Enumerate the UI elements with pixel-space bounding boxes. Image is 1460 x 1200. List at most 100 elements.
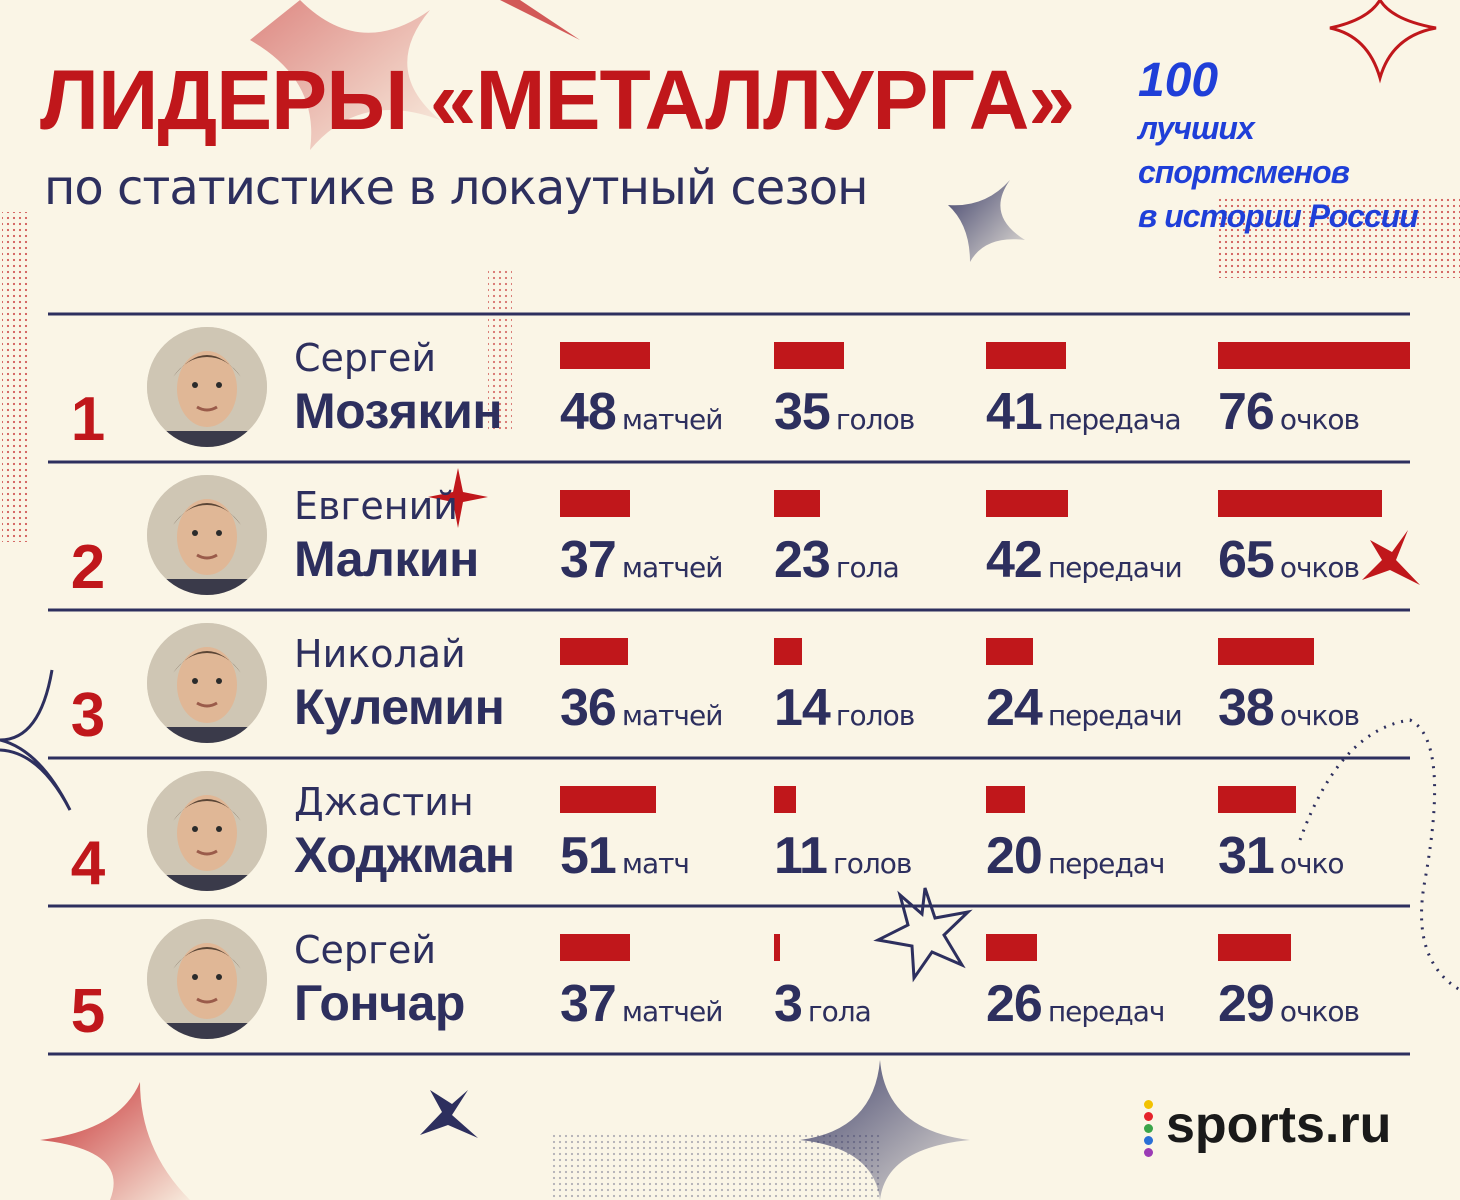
stat-unit: передач	[1047, 995, 1166, 1028]
page-title: ЛИДЕРЫ «МЕТАЛЛУРГА»	[40, 53, 1075, 147]
stat-label: 11 голов	[774, 826, 912, 886]
star-outline	[1329, 0, 1437, 84]
badge-number: 100	[1138, 54, 1219, 107]
stat-value: 20	[986, 827, 1043, 885]
stat-unit: матч	[621, 847, 690, 880]
stat-value: 42	[986, 531, 1043, 589]
stat-value: 11	[774, 827, 828, 885]
stat-label: 35 голов	[774, 382, 915, 442]
stat-bar	[1218, 638, 1314, 665]
stat-bar	[774, 342, 844, 369]
stat-unit: очко	[1279, 847, 1345, 880]
stat-unit: передача	[1047, 403, 1182, 436]
stat-value: 65	[1218, 531, 1275, 589]
stat-unit: передачи	[1047, 699, 1183, 732]
player-first-name: Джастин	[294, 780, 474, 824]
player-photo-icon	[147, 475, 267, 595]
stat-label: 31 очко	[1218, 826, 1345, 886]
stat-unit: голов	[835, 403, 915, 436]
page-subtitle: по статистике в локаутный сезон	[44, 160, 869, 216]
stat-label: 42 передачи	[986, 530, 1183, 590]
stat-value: 26	[986, 975, 1043, 1033]
stat-label: 14 голов	[774, 678, 915, 738]
stat-label: 48 матчей	[560, 382, 723, 442]
rank-number: 1	[70, 385, 106, 454]
star-shape	[948, 180, 1025, 262]
star-shape	[40, 1082, 190, 1200]
stat-label: 3 гола	[774, 974, 872, 1034]
stat-value: 14	[774, 679, 831, 737]
stat-label: 41 передача	[986, 382, 1182, 442]
player-last-name: Мозякин	[294, 383, 503, 439]
sports-ru-logo[interactable]: sports.ru	[1166, 1096, 1392, 1154]
player-avatar	[147, 623, 267, 743]
stat-bar	[560, 786, 656, 813]
stat-value: 3	[774, 975, 803, 1033]
rank-number: 4	[70, 829, 106, 898]
stat-label: 29 очков	[1218, 974, 1360, 1034]
stat-unit: гола	[807, 995, 872, 1028]
stat-value: 37	[560, 975, 617, 1033]
stat-bar	[560, 490, 630, 517]
player-first-name: Евгений	[294, 484, 458, 528]
stat-value: 36	[560, 679, 617, 737]
player-avatar	[147, 919, 267, 1039]
stat-unit: очков	[1279, 403, 1360, 436]
stat-label: 37 матчей	[560, 530, 724, 590]
stat-label: 38 очков	[1218, 678, 1360, 738]
star-shape	[1362, 530, 1420, 585]
stat-label: 23 гола	[774, 530, 900, 590]
stat-bar	[1218, 934, 1291, 961]
stat-bar	[1218, 342, 1410, 369]
player-first-name: Сергей	[294, 336, 437, 380]
stat-label: 76 очков	[1218, 382, 1360, 442]
star-shape	[420, 1090, 478, 1138]
stat-unit: матчей	[621, 699, 724, 732]
stat-value: 41	[986, 383, 1043, 441]
stat-unit: гола	[835, 551, 900, 584]
stat-value: 37	[560, 531, 617, 589]
stat-bar	[560, 934, 630, 961]
star-outline	[873, 887, 973, 983]
stat-label: 24 передачи	[986, 678, 1183, 738]
player-photo-icon	[147, 327, 267, 447]
rank-number: 2	[70, 533, 106, 602]
stat-value: 76	[1218, 383, 1275, 441]
stat-unit: очков	[1279, 551, 1360, 584]
player-photo-icon	[147, 919, 267, 1039]
player-avatar	[147, 771, 267, 891]
stat-label: 65 очков	[1218, 530, 1360, 590]
stat-unit: матчей	[621, 551, 724, 584]
stat-value: 51	[560, 827, 617, 885]
stat-unit: голов	[832, 847, 912, 880]
stat-value: 48	[560, 383, 617, 441]
stat-bar	[986, 638, 1033, 665]
stat-label: 51 матч	[560, 826, 690, 886]
star-shape	[428, 468, 488, 528]
star-shape	[250, 0, 440, 150]
player-photo-icon	[147, 623, 267, 743]
stat-label: 26 передач	[986, 974, 1166, 1034]
stat-value: 35	[774, 383, 831, 441]
stat-unit: очков	[1279, 699, 1360, 732]
dot-pattern	[1216, 196, 1460, 278]
stat-label: 36 матчей	[560, 678, 724, 738]
stat-bar	[560, 638, 628, 665]
stat-bar	[986, 490, 1068, 517]
stat-label: 37 матчей	[560, 974, 723, 1034]
star-outline	[0, 669, 72, 811]
badge-line-1: лучших спортсменов	[1138, 110, 1350, 190]
star-shape	[500, 0, 580, 40]
stat-bar	[986, 342, 1066, 369]
project-badge: 100 лучших спортсменов в истории России	[1138, 56, 1428, 238]
stat-bar	[986, 934, 1037, 961]
stat-unit: передачи	[1047, 551, 1183, 584]
dot-pattern	[2, 212, 30, 542]
stat-bar	[774, 934, 780, 961]
player-last-name: Малкин	[294, 531, 479, 587]
stat-value: 31	[1218, 827, 1275, 885]
rank-number: 5	[70, 977, 106, 1046]
badge-line-2: в истории России	[1138, 198, 1419, 234]
stat-bar	[1218, 490, 1382, 517]
